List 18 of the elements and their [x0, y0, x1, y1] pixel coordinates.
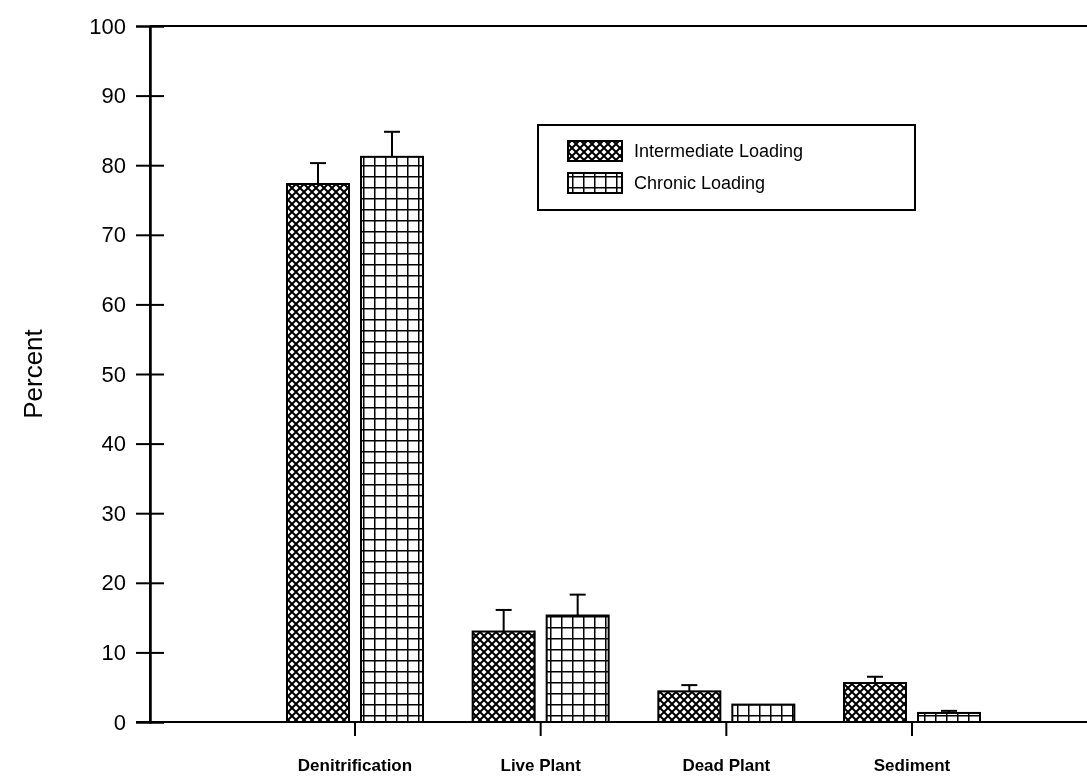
- y-tick-label: 10: [101, 639, 126, 665]
- y-axis-title: Percent: [18, 328, 48, 419]
- x-tick-label: Sediment: [873, 756, 951, 775]
- x-tick-label: Denitrification: [297, 756, 413, 775]
- y-tick-label: 50: [101, 361, 126, 387]
- y-tick-label: 40: [101, 431, 126, 457]
- y-tick-label: 0: [113, 709, 126, 735]
- x-tick-label: Live Plant: [500, 756, 582, 775]
- y-tick-label: 70: [101, 222, 126, 248]
- y-tick-label: 90: [101, 83, 126, 109]
- legend-label: Intermediate Loading: [634, 141, 804, 162]
- y-tick-label: 100: [89, 13, 126, 39]
- x-tick-label: Dead Plant: [682, 756, 771, 775]
- y-tick-label: 80: [101, 152, 126, 178]
- y-tick-label: 60: [101, 291, 126, 317]
- y-tick-label: 20: [101, 570, 126, 596]
- y-tick-label: 30: [101, 500, 126, 526]
- legend-label: Chronic Loading: [634, 173, 766, 194]
